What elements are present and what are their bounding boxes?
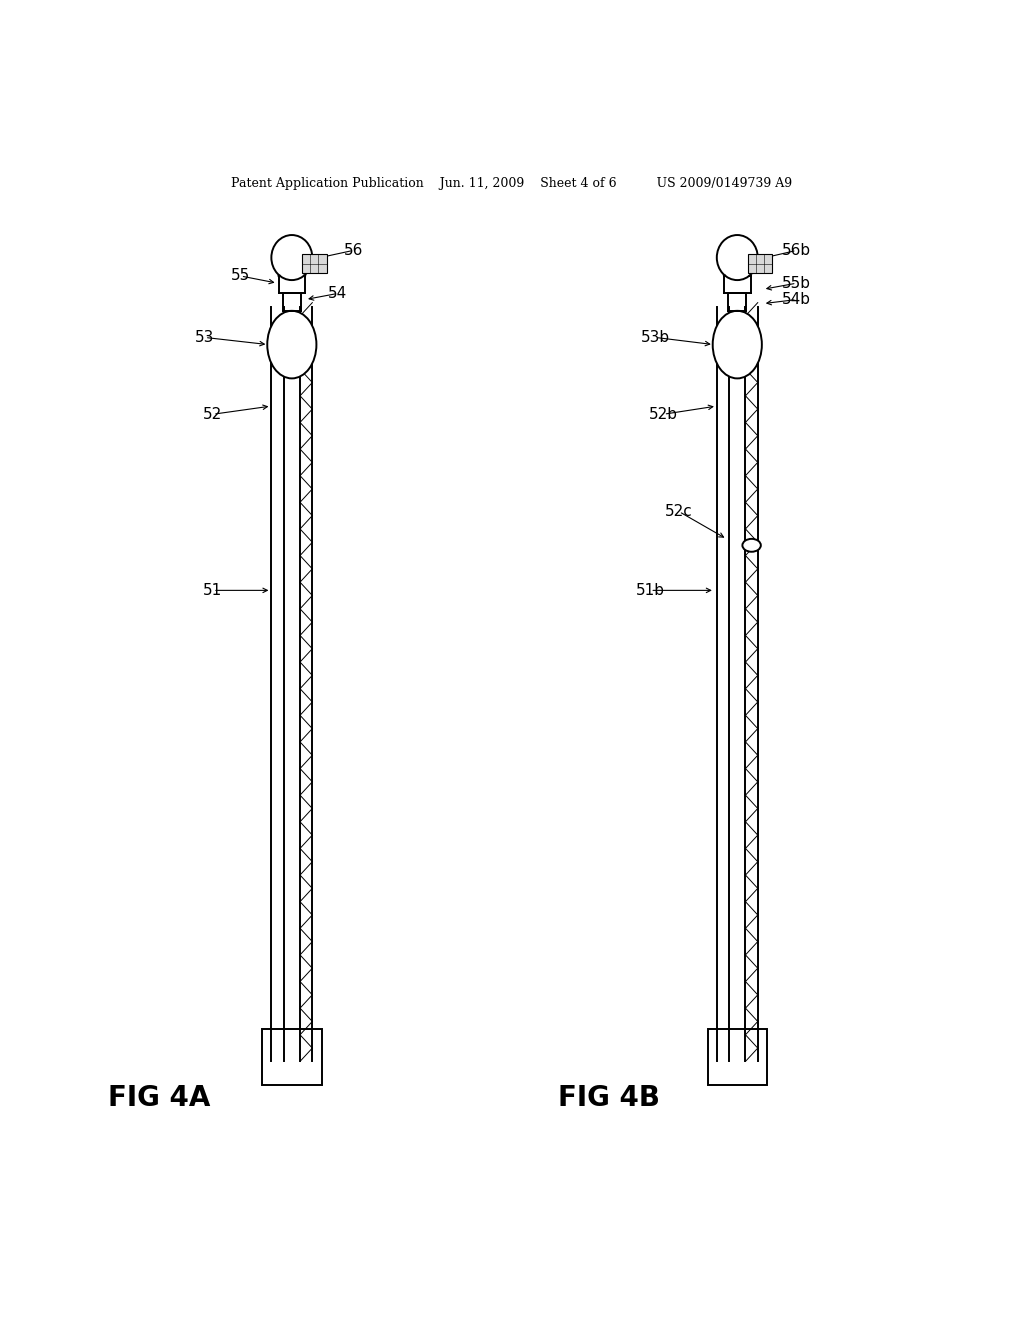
Text: 55: 55 [231, 268, 250, 284]
Text: 54b: 54b [782, 292, 811, 308]
Text: 56: 56 [344, 243, 362, 257]
Ellipse shape [713, 310, 762, 379]
Ellipse shape [717, 235, 758, 280]
Ellipse shape [271, 235, 312, 280]
Text: 52: 52 [204, 407, 222, 422]
Text: 53: 53 [196, 330, 214, 345]
Text: 52c: 52c [665, 504, 693, 519]
Bar [748, 255, 772, 273]
Text: Patent Application Publication    Jun. 11, 2009    Sheet 4 of 6          US 2009: Patent Application Publication Jun. 11, … [231, 177, 793, 190]
Text: 54: 54 [329, 286, 347, 301]
Text: 55b: 55b [782, 276, 811, 290]
Text: FIG 4A: FIG 4A [108, 1084, 210, 1113]
Text: 53b: 53b [641, 330, 670, 345]
Text: 52b: 52b [649, 407, 678, 422]
Bar [708, 1028, 767, 1085]
Ellipse shape [267, 310, 316, 379]
Text: FIG 4B: FIG 4B [558, 1084, 660, 1113]
Text: 56b: 56b [782, 243, 811, 257]
Bar [302, 255, 327, 273]
Bar [262, 1028, 322, 1085]
Ellipse shape [742, 539, 761, 552]
Text: 51b: 51b [636, 583, 665, 598]
Text: 51: 51 [204, 583, 222, 598]
